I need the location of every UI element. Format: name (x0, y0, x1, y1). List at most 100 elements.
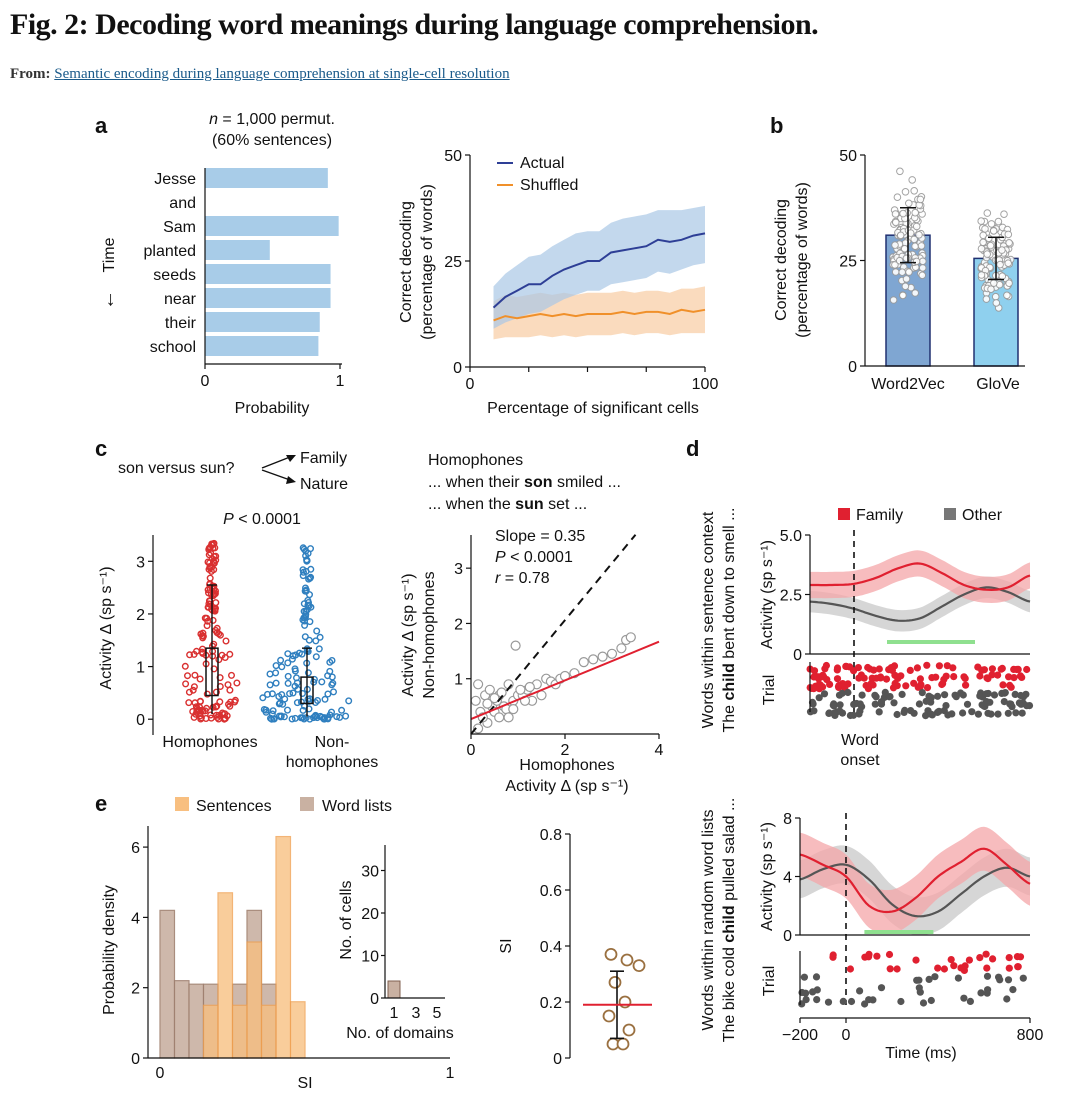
point-word2vec (891, 241, 899, 249)
raster-spike-family (923, 684, 932, 692)
point-nonhomophone (291, 682, 299, 690)
raster-spike-other (944, 711, 952, 719)
point-homophone (201, 707, 209, 715)
raster-spike-family (864, 682, 872, 691)
point-glove (1005, 279, 1013, 288)
point-nonhomophone (260, 706, 268, 714)
point-nonhomophone (278, 663, 286, 671)
regression-pvalue-part-0: P (495, 549, 506, 566)
raster-spike-family (949, 664, 957, 672)
point-nonhomophone (264, 690, 272, 698)
point-nonhomophone (324, 690, 332, 698)
raster-spike-other (974, 710, 983, 718)
raster-spike-other (963, 700, 972, 708)
panel-c2-xlabel-2: Activity Δ (sp s⁻¹) (505, 778, 628, 795)
point-word2vec (892, 218, 900, 227)
article-link[interactable]: Semantic encoding during language compre… (54, 66, 510, 82)
point-nonhomophone (313, 627, 321, 635)
bar-school (205, 336, 319, 356)
point-nonhomophone (306, 715, 314, 723)
panel-c-pvalue-part-0: P (223, 511, 234, 528)
point-nonhomophone (293, 699, 301, 707)
raster-spike-family (810, 673, 818, 681)
raster-spike-family (1023, 665, 1031, 674)
point-nonhomophone (318, 678, 326, 686)
hist-bar-sentences (289, 1001, 306, 1059)
point-glove (998, 272, 1007, 281)
raster-spike-family (913, 664, 922, 672)
other-line-sentence-context (809, 586, 1031, 622)
point-homophone (190, 683, 198, 691)
point-word2vec (899, 291, 907, 300)
raster-spike-other (861, 1000, 869, 1008)
ytick-word-lists-1: 4 (783, 870, 792, 887)
raster-spike-other (977, 989, 985, 997)
panel-e2-ytick-1: 0.2 (540, 995, 562, 1012)
raster-spike-family (861, 953, 869, 961)
bar-jesse (205, 168, 328, 188)
point-nonhomophone (324, 672, 332, 680)
regression-point (482, 698, 493, 709)
raster-spike-family (997, 665, 1005, 673)
time-xlabel: Time (ms) (885, 1045, 956, 1062)
from-label: From: (10, 66, 51, 82)
raster-spike-other (1009, 986, 1017, 994)
inset-xtick-3: 3 (412, 1005, 421, 1022)
point-homophone (226, 650, 234, 658)
panel-label-e: e (95, 791, 107, 816)
panel-e2-ylabel: SI (498, 938, 515, 953)
panel-b-ylabel-1: Correct decoding (773, 199, 790, 321)
legend-family-swatch (838, 508, 850, 520)
regression-point (494, 712, 505, 723)
actual-ci-band (493, 205, 705, 329)
raster-spike-other (830, 709, 838, 717)
raster-spike-other (825, 709, 833, 718)
arrow-family-head-icon (286, 455, 296, 462)
raster-spike-family (846, 663, 854, 671)
point-nonhomophone (284, 659, 292, 667)
panel-e-ytick-4: 4 (131, 910, 140, 927)
raster-spike-family (923, 661, 931, 669)
raster-spike-family (940, 965, 949, 973)
point-nonhomophone (328, 681, 336, 689)
raster-spike-family (820, 673, 828, 681)
raster-spike-other (915, 700, 924, 708)
ytick-word-lists-2: 8 (783, 811, 792, 828)
point-word2vec (891, 210, 900, 218)
raster-spike-family (982, 950, 990, 958)
panel-e-xtick-1: 1 (446, 1065, 455, 1082)
raster-spike-family (916, 675, 925, 683)
point-homophone (185, 699, 193, 707)
raster-spike-family (835, 681, 843, 690)
raster-spike-other (959, 709, 967, 717)
raster-spike-other (996, 976, 1004, 984)
point-word2vec (901, 188, 910, 196)
point-homophone (210, 585, 218, 593)
hist-bar-wordlists (188, 983, 205, 1059)
family-line-word-lists (799, 847, 1031, 914)
panel-e-xlabel: SI (297, 1075, 312, 1092)
point-nonhomophone (311, 712, 319, 720)
si-point (608, 976, 622, 989)
point-glove (985, 234, 993, 243)
point-homophone (182, 680, 190, 688)
point-nonhomophone (272, 662, 280, 670)
inset-xtick-1: 1 (390, 1005, 399, 1022)
regression-point (606, 648, 618, 659)
panel-c2-ytick-1: 1 (454, 672, 463, 689)
raster-spike-other (1012, 709, 1020, 717)
other-line-word-lists (799, 863, 1031, 918)
point-word2vec (918, 264, 927, 272)
legend-sentences-label: Sentences (196, 798, 272, 815)
raster-spike-family (976, 672, 984, 680)
point-homophone (191, 671, 199, 679)
regression-point (503, 712, 514, 723)
raster-spike-family (916, 683, 924, 691)
raster-spike-other (877, 698, 886, 706)
raster-spike-other (893, 710, 901, 719)
side-text-1-word-lists: Words within random word lists (700, 809, 717, 1030)
raster-spike-family (994, 671, 1002, 679)
regression-line (470, 640, 660, 720)
point-nonhomophone (321, 695, 329, 703)
